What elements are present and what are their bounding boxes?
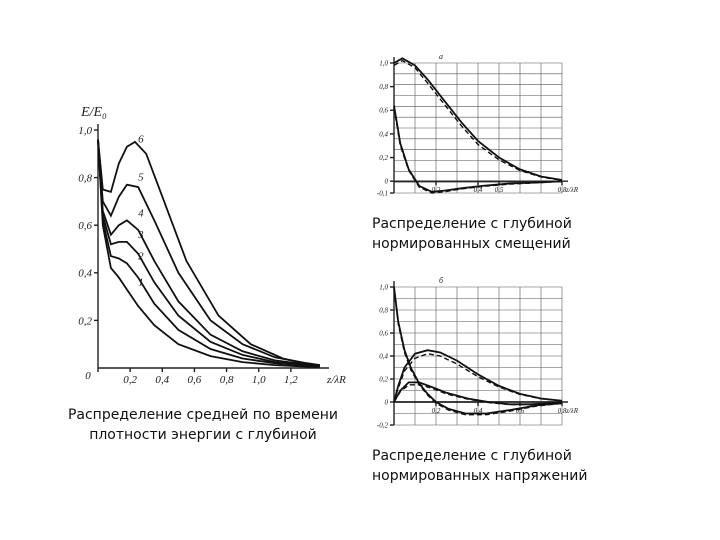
disp-series-4-line <box>393 107 563 194</box>
disp-y-tick-label: 0,2 <box>379 154 388 162</box>
disp-y-tick-label: 0,8 <box>379 83 388 91</box>
energy-series-label: 5 <box>138 172 144 184</box>
disp-y-tick-label: 0 <box>385 178 389 186</box>
displacement-caption: Распределение с глубиной нормированных с… <box>372 216 572 252</box>
stress-y-tick-label: -0,2 <box>377 421 389 429</box>
energy-x-tick-label: 1,2 <box>284 374 298 386</box>
disp-x-tick-label: 0,4 <box>474 186 483 194</box>
stress-y-tick-label: 0,4 <box>379 352 388 360</box>
energy-y-tick-label: 0,4 <box>78 268 92 280</box>
energy-origin-label: 0 <box>85 370 91 382</box>
stress-y-tick-label: 0,2 <box>379 375 388 383</box>
stress-panel-label: б <box>439 276 444 285</box>
energy-y-tick-label: 0,6 <box>78 220 92 232</box>
energy-x-tick-label: 0,8 <box>220 374 234 386</box>
displacement-chart: -0,100,20,40,60,81,00,2 0,4 0,5 0,8 z/λRa <box>377 52 579 197</box>
energy-x-tick-label: 0,4 <box>155 374 169 386</box>
disp-y-tick-label: 0,4 <box>379 130 388 138</box>
energy-caption: Распределение средней по времени плотнос… <box>67 407 339 443</box>
stress-caption: Распределение с глубиной нормированных н… <box>372 448 588 484</box>
energy-chart: 0,2 0,4 0,6 0,8 1,0 0,2 0,4 0,6 0,8 1,0 1,2 0 z/λR E/… <box>78 105 346 386</box>
disp-x-axis-label: z/λR <box>565 186 579 194</box>
stress-x-axis-label: z/λR <box>565 407 579 415</box>
energy-series-1-line <box>97 139 320 368</box>
energy-series-label: 6 <box>138 134 144 146</box>
stress-chart: -0,200,20,40,60,81,00,2 0,4 0,6 0,8 z/λRб <box>377 276 579 429</box>
disp-x-tick-label: 0,8 <box>558 186 567 194</box>
stress-x-tick-label: 0,6 <box>516 407 525 415</box>
energy-series-label: 2 <box>138 250 144 262</box>
energy-x-axis-label: z/λR <box>326 374 346 386</box>
disp-y-tick-label: 1,0 <box>379 59 388 67</box>
disp-series-2-line <box>393 59 563 181</box>
stress-y-tick-label: 0,8 <box>379 306 388 314</box>
disp-x-tick-label: 0,5 <box>495 186 504 194</box>
energy-series-3-line <box>97 139 320 367</box>
disp-x-tick-label: 0,2 <box>432 186 441 194</box>
energy-x-tick-label: 1,0 <box>252 374 266 386</box>
stress-series-2-line <box>393 352 563 403</box>
stress-y-tick-label: 1,0 <box>379 283 388 291</box>
disp-y-tick-label: 0,6 <box>379 107 388 115</box>
energy-x-tick-label: 0,2 <box>123 374 137 386</box>
energy-y-axis-label: E/E₀ <box>80 105 107 120</box>
energy-series-5-line <box>97 139 320 366</box>
energy-y-tick-label: 0,8 <box>78 172 92 184</box>
stress-y-tick-label: 0,6 <box>379 329 388 337</box>
energy-series-4-line <box>97 139 320 367</box>
energy-series-label: 4 <box>138 207 144 219</box>
energy-series-6-line <box>97 139 320 366</box>
energy-x-tick-label: 0,6 <box>188 374 202 386</box>
stress-y-tick-label: 0 <box>385 398 389 406</box>
disp-series-1-line <box>393 57 563 181</box>
stress-series-6-line <box>393 384 563 406</box>
disp-panel-label: a <box>439 52 443 61</box>
stress-series-4-line <box>393 289 563 416</box>
energy-series-2-line <box>97 139 320 368</box>
stress-series-3-line <box>393 286 563 415</box>
stress-series-1-line <box>393 349 563 403</box>
energy-y-tick-label: 1,0 <box>78 125 92 137</box>
stress-x-tick-label: 0,8 <box>558 407 567 415</box>
stress-x-tick-label: 0,4 <box>474 407 483 415</box>
disp-y-tick-label: -0,1 <box>377 189 388 197</box>
stress-x-tick-label: 0,2 <box>432 407 441 415</box>
energy-y-tick-label: 0,2 <box>78 315 92 327</box>
stress-series-5-line <box>393 381 563 406</box>
